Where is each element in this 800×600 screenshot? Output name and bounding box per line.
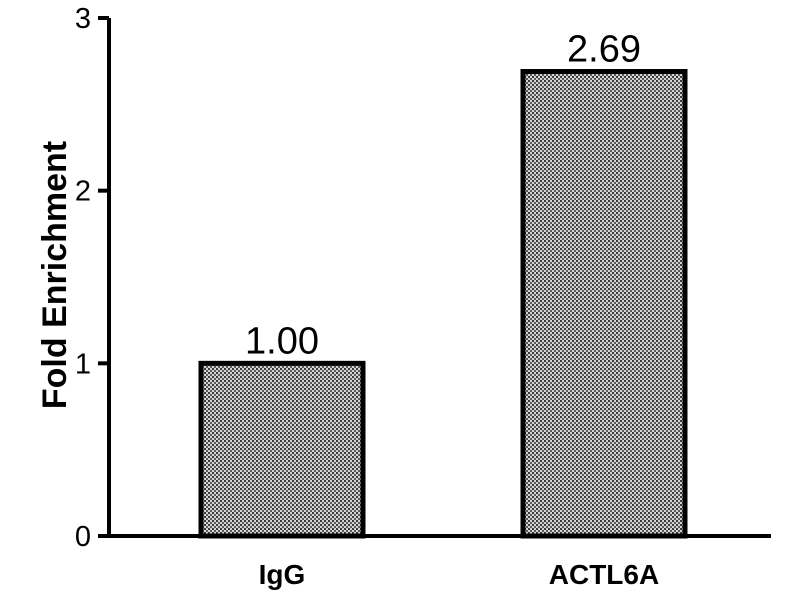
bar-value-label: 2.69 bbox=[567, 29, 641, 71]
data-labels: 1.00 2.69 bbox=[245, 29, 641, 363]
bar-igg bbox=[198, 360, 366, 539]
y-tick-label: 1 bbox=[75, 348, 91, 380]
bar-value-label: 1.00 bbox=[245, 320, 319, 362]
y-axis-ticks: 0 1 2 3 bbox=[75, 3, 109, 553]
y-tick-label: 2 bbox=[75, 176, 91, 208]
x-category-label: ACTL6A bbox=[549, 559, 659, 590]
x-axis-labels: IgG ACTL6A bbox=[259, 559, 660, 590]
x-category-label: IgG bbox=[259, 559, 306, 590]
bars bbox=[198, 69, 688, 539]
y-axis-title: Fold Enrichment bbox=[36, 141, 74, 409]
y-tick-label: 3 bbox=[75, 3, 91, 35]
bar-actl6a bbox=[520, 69, 688, 539]
y-tick-label: 0 bbox=[75, 521, 91, 553]
